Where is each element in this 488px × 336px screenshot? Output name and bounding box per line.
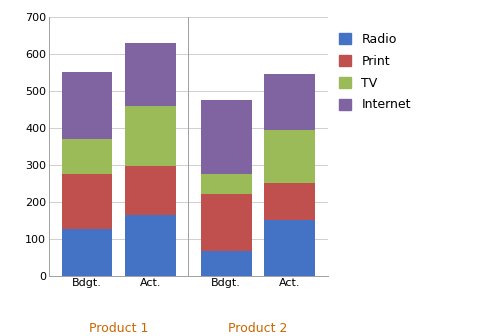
Bar xyxy=(201,100,251,174)
Bar xyxy=(124,43,175,106)
Bar xyxy=(124,215,175,276)
Legend: Radio, Print, TV, Internet: Radio, Print, TV, Internet xyxy=(338,33,410,111)
Bar xyxy=(124,167,175,215)
Bar xyxy=(201,174,251,194)
Bar xyxy=(264,220,314,276)
Bar xyxy=(61,229,112,276)
Bar xyxy=(61,72,112,139)
Bar xyxy=(124,106,175,167)
Text: Product 2: Product 2 xyxy=(228,322,287,335)
Bar xyxy=(61,139,112,174)
Bar xyxy=(264,74,314,130)
Bar xyxy=(264,183,314,220)
Text: Product 1: Product 1 xyxy=(89,322,148,335)
Bar xyxy=(201,252,251,276)
Bar xyxy=(201,194,251,252)
Bar xyxy=(61,174,112,229)
Bar xyxy=(264,129,314,183)
